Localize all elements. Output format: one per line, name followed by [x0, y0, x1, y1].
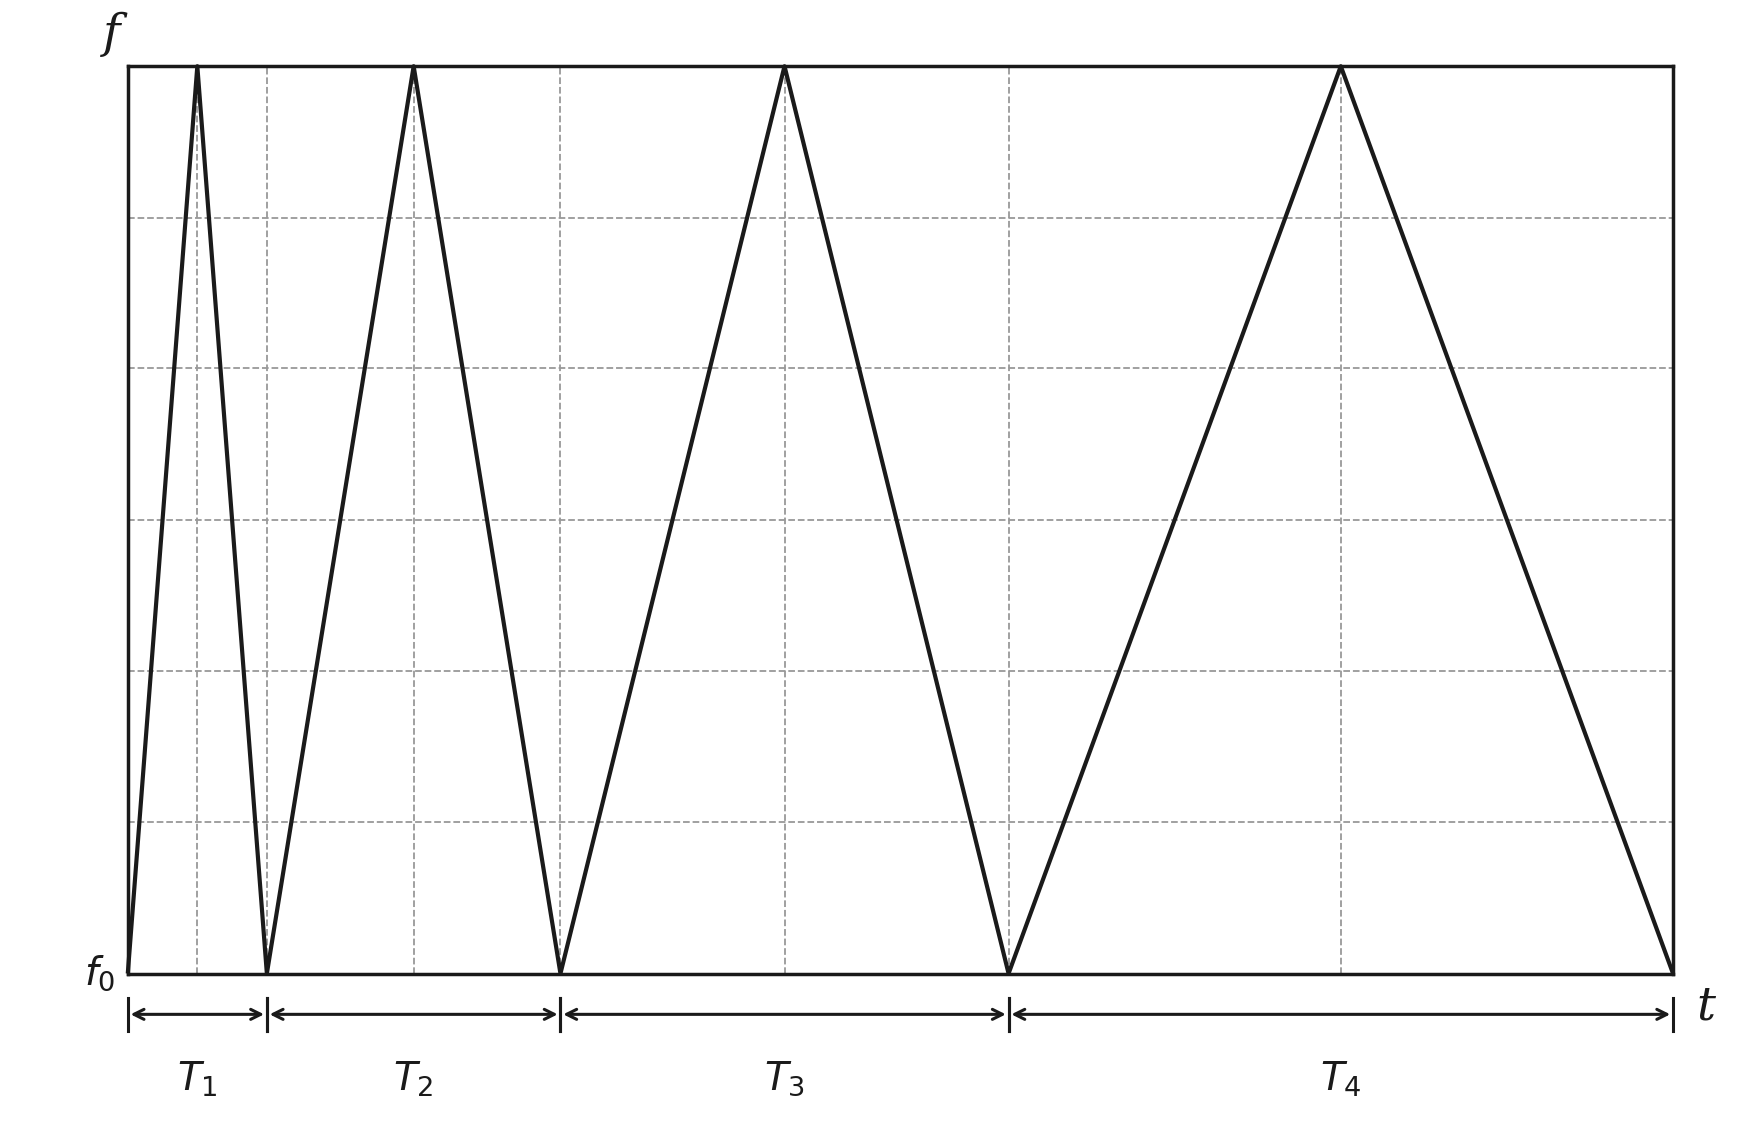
- Text: $f_0$: $f_0$: [83, 954, 115, 994]
- Text: $T_1$: $T_1$: [177, 1060, 217, 1099]
- Text: $T_2$: $T_2$: [393, 1060, 433, 1099]
- Text: t: t: [1696, 985, 1715, 1029]
- Text: $T_3$: $T_3$: [763, 1060, 805, 1099]
- Text: f: f: [103, 11, 120, 57]
- Text: $T_4$: $T_4$: [1320, 1060, 1362, 1099]
